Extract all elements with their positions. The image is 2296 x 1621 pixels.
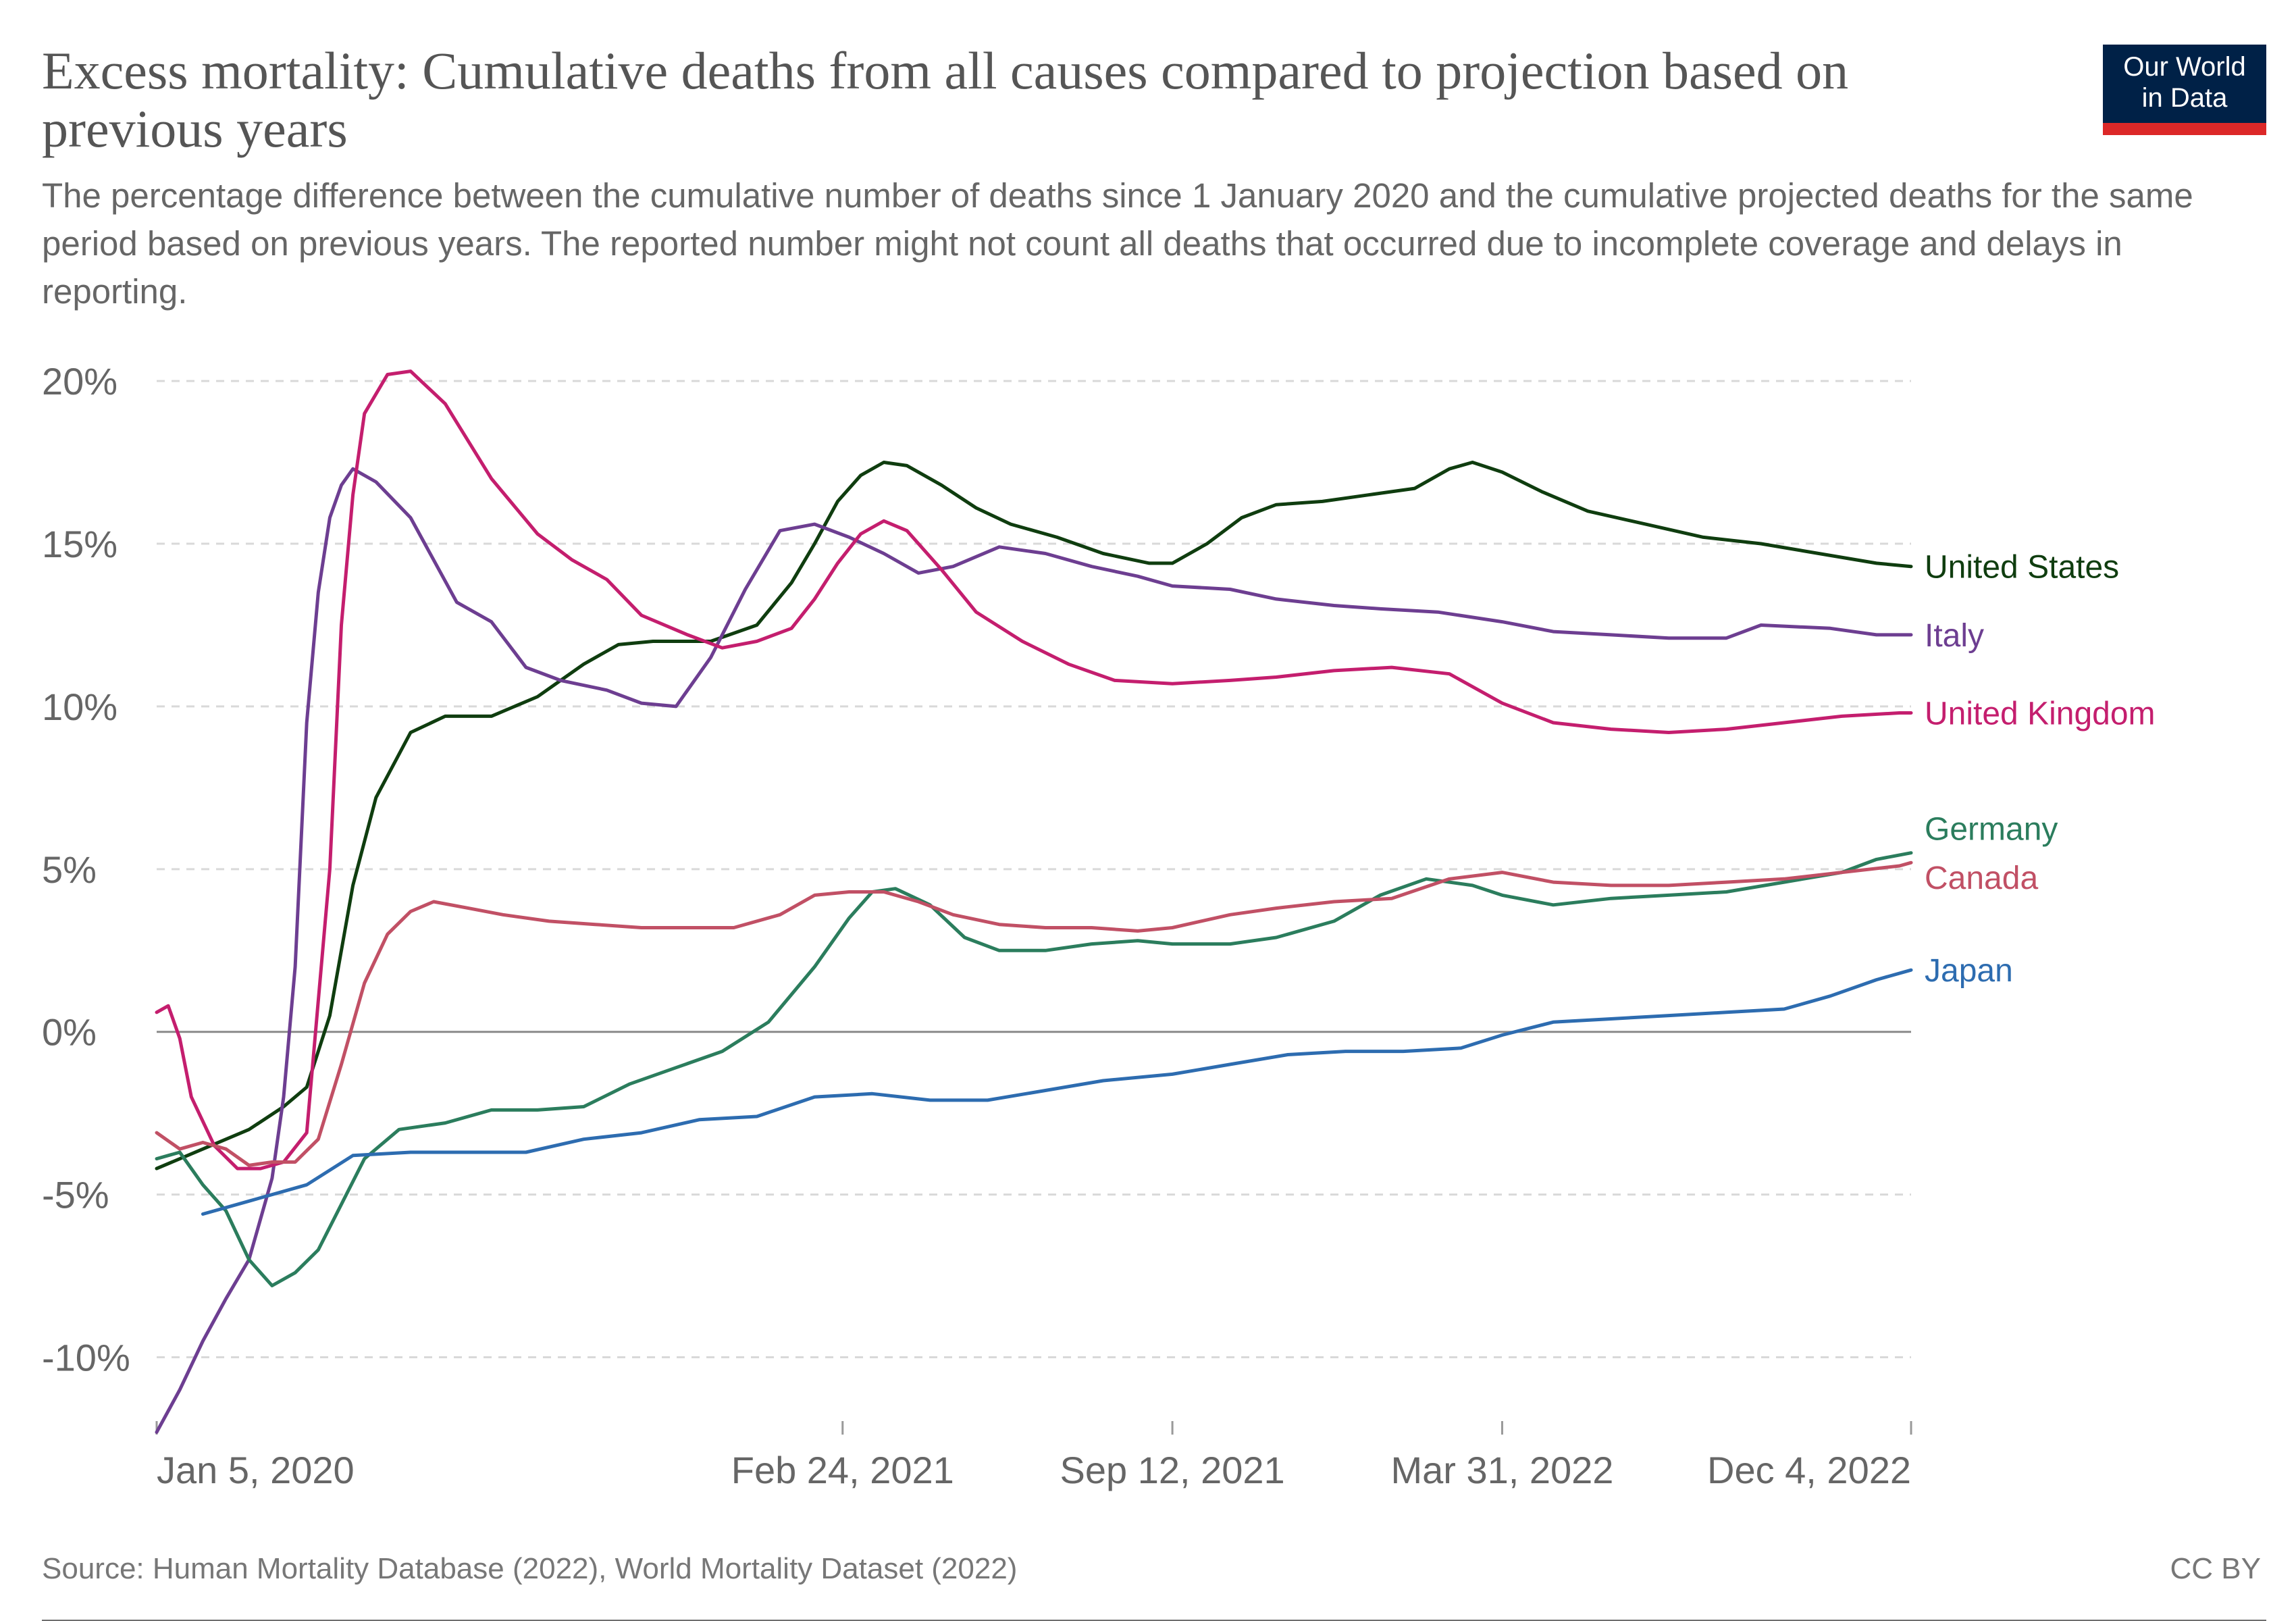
owid-logo[interactable]: Our World in Data: [2103, 45, 2266, 135]
y-tick-label: 20%: [42, 360, 118, 403]
y-tick-label: -10%: [42, 1337, 130, 1379]
license-link[interactable]: CC BY: [2170, 1552, 2261, 1585]
y-tick-label: 15%: [42, 523, 118, 565]
chart-title: Excess mortality: Cumulative deaths from…: [42, 41, 1849, 158]
y-tick-label: 0%: [42, 1011, 97, 1054]
series-label-italy: Italy: [1925, 618, 1984, 654]
series-label-germany: Germany: [1925, 812, 2058, 848]
x-tick-label: Dec 4, 2022: [1707, 1449, 1911, 1491]
series-line-canada: [155, 860, 1913, 1167]
series-lines: [155, 369, 1913, 1434]
series-line-germany: [155, 851, 1913, 1287]
logo-line-1: Our World: [2123, 52, 2246, 82]
series-line-italy: [155, 467, 1913, 1434]
series-line-united-states: [155, 461, 1913, 1170]
line-chart: 20% 15% 10% 5% 0% -5% -10% Jan 5, 2020 Feb 24, …: [42, 360, 2156, 1491]
x-tick-label: Feb 24, 2021: [731, 1449, 954, 1491]
series-label-japan: Japan: [1925, 953, 2013, 989]
series-line-japan: [201, 968, 1913, 1216]
y-tick-label: 5%: [42, 848, 97, 891]
series-label-united-kingdom: United Kingdom: [1925, 696, 2156, 732]
series-line-united-kingdom: [155, 369, 1913, 1170]
bottom-divider: [42, 1620, 2266, 1621]
grid-lines: [157, 380, 1911, 1359]
x-tick-label: Jan 5, 2020: [157, 1449, 355, 1491]
y-axis: 20% 15% 10% 5% 0% -5% -10%: [42, 360, 130, 1379]
x-tick-label: Sep 12, 2021: [1060, 1449, 1285, 1491]
y-tick-label: 10%: [42, 686, 118, 728]
chart-subtitle: The percentage difference between the cu…: [42, 176, 2193, 311]
logo-line-2: in Data: [2141, 83, 2228, 113]
x-tick-label: Mar 31, 2022: [1390, 1449, 1613, 1491]
series-label-united-states: United States: [1925, 550, 2119, 586]
x-axis: Jan 5, 2020 Feb 24, 2021 Sep 12, 2021 Mar 3…: [155, 1421, 1912, 1491]
series-labels: United States Italy United Kingdom Germany C…: [1925, 550, 2156, 989]
series-label-canada: Canada: [1925, 860, 2038, 896]
source-note: Source: Human Mortality Database (2022),…: [42, 1552, 1018, 1585]
y-tick-label: -5%: [42, 1174, 109, 1216]
